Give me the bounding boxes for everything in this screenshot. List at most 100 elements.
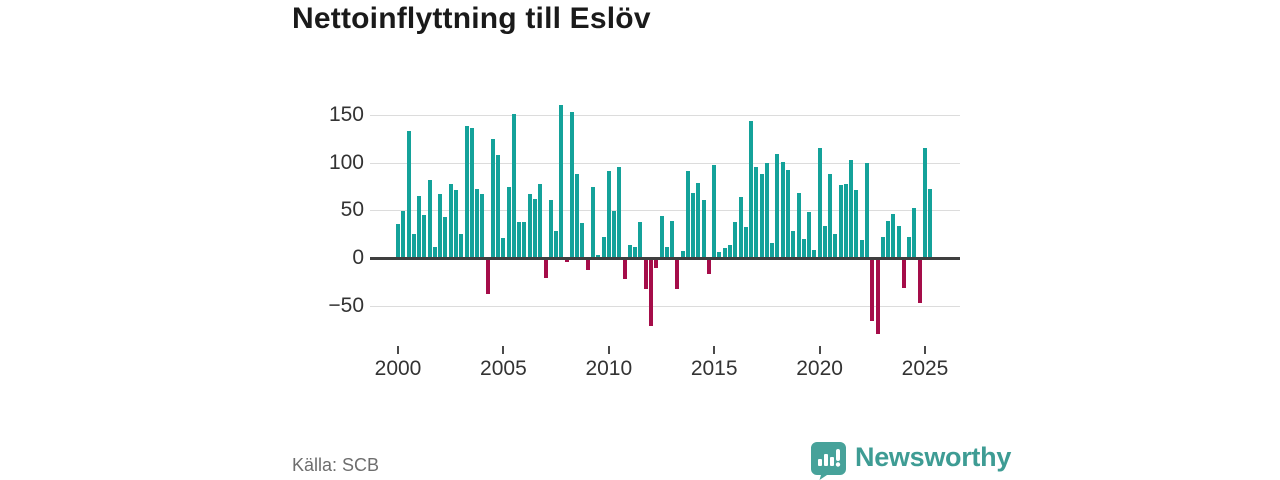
bar-2021-q2 <box>843 183 848 258</box>
bar-2009-q4 <box>601 236 606 258</box>
y-tick-label-0: 0 <box>352 246 364 269</box>
bar-2018-q4 <box>791 231 796 258</box>
source-label: Källa: SCB <box>292 455 380 475</box>
bar-2011-q2 <box>633 247 638 258</box>
y-axis: 150 100 50 0 −50 <box>278 100 364 346</box>
bar-2016-q3 <box>743 227 748 258</box>
bar-2008-q1 <box>564 259 569 262</box>
bar-2001-q1 <box>417 195 422 258</box>
bar-2006-q2 <box>527 194 532 258</box>
bar-2013-q1 <box>670 220 675 258</box>
bar-2002-q1 <box>438 194 443 258</box>
bar-2022-q1 <box>859 239 864 258</box>
x-tick-label-2000: 2000 <box>374 357 422 380</box>
bar-2018-q1 <box>775 153 780 258</box>
bar-2022-q2 <box>865 163 870 258</box>
bar-2020-q4 <box>833 234 838 258</box>
bar-2017-q4 <box>770 242 775 258</box>
bar-2020-q3 <box>828 173 833 258</box>
bar-2008-q4 <box>580 222 585 258</box>
bar-2016-q1 <box>733 221 738 258</box>
bar-2023-q3 <box>891 214 896 258</box>
bar-2017-q2 <box>759 173 764 258</box>
y-tick-label-100: 100 <box>328 150 364 174</box>
bar-2000-q3 <box>406 131 411 258</box>
bar-2021-q1 <box>838 185 843 258</box>
bar-2023-q1 <box>880 236 885 258</box>
x-tick-mark-2020 <box>818 346 821 354</box>
x-axis: 2000 2005 2010 2015 2020 2025 <box>370 344 960 384</box>
bar-2016-q2 <box>738 196 743 258</box>
bar-2015-q2 <box>717 252 722 258</box>
bar-2014-q4 <box>706 259 711 275</box>
bar-2023-q4 <box>896 226 901 258</box>
bar-2003-q3 <box>469 128 474 258</box>
bar-2023-q2 <box>886 220 891 258</box>
bar-2002-q3 <box>448 184 453 258</box>
x-tick-label-2020: 2020 <box>796 357 843 380</box>
bar-2011-q3 <box>638 221 643 258</box>
bar-2006-q3 <box>533 198 538 258</box>
bar-2008-q2 <box>569 111 574 258</box>
bar-2024-q1 <box>901 259 906 288</box>
bar-2012-q1 <box>648 259 653 326</box>
gridline-50 <box>370 210 960 212</box>
x-tick-mark-2010 <box>607 346 610 354</box>
bar-2000-q2 <box>401 211 406 258</box>
bar-2009-q1 <box>585 259 590 270</box>
bar-2005-q2 <box>506 187 511 258</box>
bar-2004-q2 <box>485 259 490 295</box>
bar-2017-q1 <box>754 167 759 258</box>
bar-2018-q3 <box>785 170 790 258</box>
x-tick-label-2005: 2005 <box>480 357 527 380</box>
bar-2003-q1 <box>459 234 464 258</box>
bar-2015-q4 <box>728 244 732 258</box>
bar-2007-q4 <box>559 105 564 258</box>
bar-2011-q1 <box>627 244 632 258</box>
bar-2007-q3 <box>554 231 559 258</box>
bar-2004-q3 <box>490 138 495 258</box>
gridline-150 <box>370 114 960 116</box>
bar-2020-q2 <box>822 226 827 258</box>
x-tick-mark-2015 <box>713 346 716 354</box>
bar-2022-q3 <box>870 259 875 322</box>
bar-2010-q2 <box>612 211 617 258</box>
bar-2007-q1 <box>543 259 548 279</box>
bar-2009-q3 <box>596 255 601 258</box>
bar-2014-q1 <box>691 193 696 258</box>
bar-2025-q1 <box>923 148 927 258</box>
bar-2022-q4 <box>875 259 880 335</box>
bar-2004-q4 <box>496 154 501 258</box>
bar-2021-q3 <box>849 159 854 258</box>
zero-axis-line <box>370 257 960 260</box>
bar-2007-q2 <box>548 199 553 258</box>
newsworthy-icon <box>811 442 846 480</box>
bar-2008-q3 <box>575 173 580 258</box>
bar-2018-q2 <box>780 161 785 258</box>
bar-2021-q4 <box>854 190 859 258</box>
page-title: Nettoinflyttning till Eslöv <box>292 2 651 35</box>
bar-2012-q2 <box>654 259 659 268</box>
bar-2019-q2 <box>801 238 806 258</box>
x-tick-label-2015: 2015 <box>690 357 738 380</box>
bar-2001-q3 <box>427 179 432 258</box>
plot-area <box>370 100 960 346</box>
bar-2014-q3 <box>701 199 706 258</box>
bar-2005-q1 <box>501 237 506 258</box>
bar-2002-q4 <box>453 190 458 258</box>
bar-2015-q3 <box>722 248 727 258</box>
bar-2019-q4 <box>812 250 817 258</box>
bar-2002-q2 <box>443 216 448 258</box>
bar-2014-q2 <box>696 182 701 258</box>
bar-2019-q3 <box>807 212 812 258</box>
bar-2012-q4 <box>664 247 669 258</box>
bar-2013-q2 <box>675 259 680 289</box>
bar-2017-q3 <box>764 163 769 258</box>
x-tick-mark-2025 <box>924 346 926 354</box>
x-tick-mark-2000 <box>397 346 399 354</box>
x-tick-label-2010: 2010 <box>585 357 633 380</box>
bar-2000-q4 <box>411 234 416 258</box>
bar-2020-q1 <box>817 148 822 258</box>
bar-2010-q3 <box>617 167 622 258</box>
bar-2013-q3 <box>680 251 685 258</box>
